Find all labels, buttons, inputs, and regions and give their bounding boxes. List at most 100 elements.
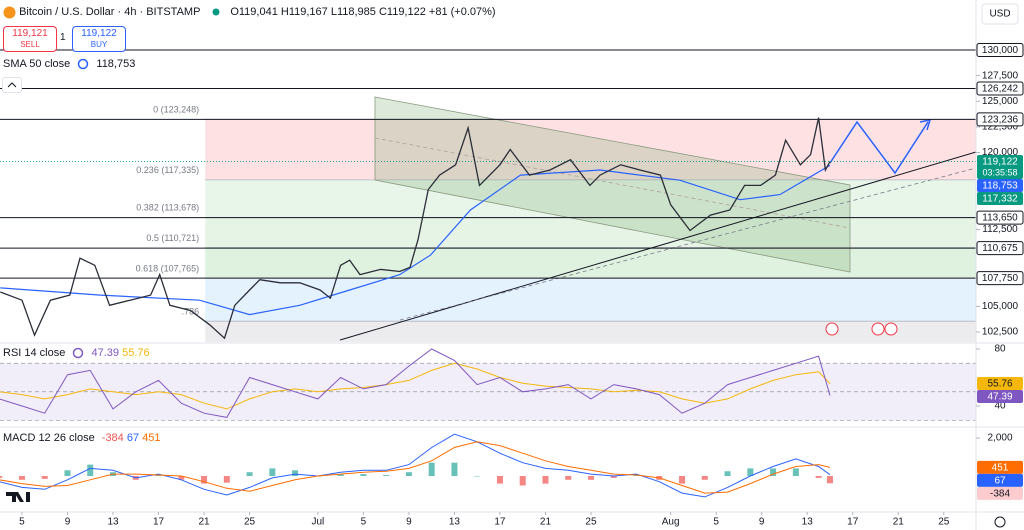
- fib-label: 0.5 (110,721): [146, 233, 199, 243]
- price-tag-label: 130,000: [982, 45, 1019, 56]
- x-tick-label: Aug: [662, 517, 680, 528]
- indicator-tag-label: 55.76: [987, 379, 1012, 390]
- macd-histogram-bar: [815, 475, 822, 478]
- price-tag-label: 107,750: [982, 273, 1019, 284]
- macd-histogram-bar: [474, 475, 481, 477]
- y-tick-label: 122,500: [982, 122, 1019, 133]
- sell-button[interactable]: 119,121 SELL: [3, 26, 57, 52]
- event-icon[interactable]: [884, 322, 898, 336]
- fib-zone: [205, 278, 977, 322]
- macd-line: [0, 441, 831, 494]
- fib-label: 0 (123,248): [153, 105, 199, 115]
- macd-histogram-bar: [565, 475, 572, 480]
- sma-legend[interactable]: SMA 50 close 118,753: [3, 57, 135, 71]
- indicator-tag: [977, 486, 1023, 500]
- indicator-tag: [977, 473, 1023, 487]
- macd-histogram-bar: [610, 475, 617, 478]
- fib-zone: [205, 247, 977, 279]
- macd-histogram-bar: [201, 475, 208, 484]
- x-tick-label: 5: [19, 517, 25, 528]
- x-tick-label: 25: [585, 517, 597, 528]
- rsi-line: [0, 362, 831, 410]
- indicator-tag-label: 451: [992, 462, 1009, 473]
- currency: USD: [989, 9, 1010, 20]
- projection: [829, 120, 929, 175]
- macd-histogram-bar: [826, 475, 833, 484]
- y-tick-label: 120,000: [982, 147, 1019, 158]
- rsi-title: RSI 14 close: [3, 347, 66, 359]
- channel: [374, 96, 851, 273]
- price-tag: [976, 81, 1024, 96]
- macd-histogram-bar: [679, 475, 686, 484]
- x-tick-label: Jul: [311, 517, 324, 528]
- x-tick-label: 9: [406, 517, 412, 528]
- rsi-icon: [73, 347, 84, 359]
- macd-histogram-bar: [18, 475, 25, 480]
- histogram-value: -384: [101, 432, 124, 444]
- sma-icon: [78, 58, 89, 70]
- buy-button[interactable]: 119,122 BUY: [72, 26, 126, 52]
- rsi-legend[interactable]: RSI 14 close 47.39 55.76: [3, 346, 150, 360]
- rsi-ma-value: 55.76: [122, 347, 150, 359]
- y-tick-label: 112,500: [982, 224, 1018, 235]
- fib-zone: [205, 119, 977, 180]
- signal-value: 451: [142, 432, 161, 444]
- price-tag: [976, 112, 1024, 127]
- event-icon[interactable]: [825, 322, 839, 336]
- macd-histogram-bar: [451, 462, 458, 476]
- symbol-title[interactable]: Bitcoin / U.S. Dollar · 4h · BITSTAMP: [19, 6, 201, 18]
- axes: 102,500 105,000 112,500 120,000 122,500 125,0…: [19, 42, 1024, 528]
- indicator-tag: [977, 377, 1023, 391]
- price-tag-label: 126,242: [982, 83, 1019, 94]
- macd-histogram-bar: [41, 475, 48, 479]
- x-tick-label: 9: [65, 517, 71, 528]
- market-status: [212, 8, 220, 16]
- macd-histogram-bar: [155, 475, 162, 476]
- rsi-value: 47.39: [91, 347, 120, 359]
- settings-icon[interactable]: [994, 516, 1006, 528]
- sell-label: SELL: [20, 40, 40, 49]
- logo[interactable]: [6, 492, 30, 502]
- x-tick-label: 17: [153, 517, 165, 528]
- macd-line: [0, 433, 831, 498]
- x-tick-label: 25: [938, 517, 950, 528]
- sma-title: SMA 50 close: [3, 58, 71, 70]
- price-tag: [977, 179, 1023, 193]
- buy-label: BUY: [90, 40, 108, 49]
- sma-value: 118,753: [96, 58, 136, 70]
- x-tick-label: 21: [893, 517, 905, 528]
- countdown: 03:35:58: [982, 167, 1017, 177]
- chevron: [7, 82, 17, 88]
- macd-histogram-bar: [64, 470, 71, 476]
- macd-histogram-bar: [269, 468, 276, 476]
- quantity: 1: [60, 32, 66, 43]
- macd-histogram-bar: [178, 475, 185, 480]
- price-line-series: [0, 117, 831, 340]
- macd-histogram-bar: [633, 475, 640, 476]
- macd-histogram-bar: [360, 474, 367, 476]
- macd-legend[interactable]: MACD 12 26 close -384 67 451: [3, 431, 161, 445]
- price-tag-label: 119,122: [982, 156, 1018, 167]
- x-tick-label: 25: [244, 517, 256, 528]
- macd-histogram-bar: [701, 475, 708, 480]
- price-tag: [976, 241, 1024, 256]
- macd-histogram-bar: [87, 464, 94, 476]
- currency-button[interactable]: [981, 3, 1019, 25]
- event-icon[interactable]: [871, 322, 885, 336]
- fib-zone: [205, 217, 977, 248]
- price-tag: [977, 192, 1023, 206]
- price-tag-label: 113,650: [982, 213, 1018, 224]
- collapse-button[interactable]: [2, 77, 22, 93]
- price-tag-label: 118,753: [982, 180, 1018, 191]
- fib-label: 0.236 (117,335): [136, 165, 199, 175]
- macd-histogram-bar: [0, 475, 3, 478]
- macd-histogram-bar: [496, 475, 503, 484]
- macd-histogram-bar: [792, 468, 799, 476]
- x-tick-label: 21: [540, 517, 552, 528]
- rsi-line: [0, 348, 831, 418]
- macd-histogram-bar: [383, 475, 390, 476]
- macd-histogram-bar: [587, 475, 594, 480]
